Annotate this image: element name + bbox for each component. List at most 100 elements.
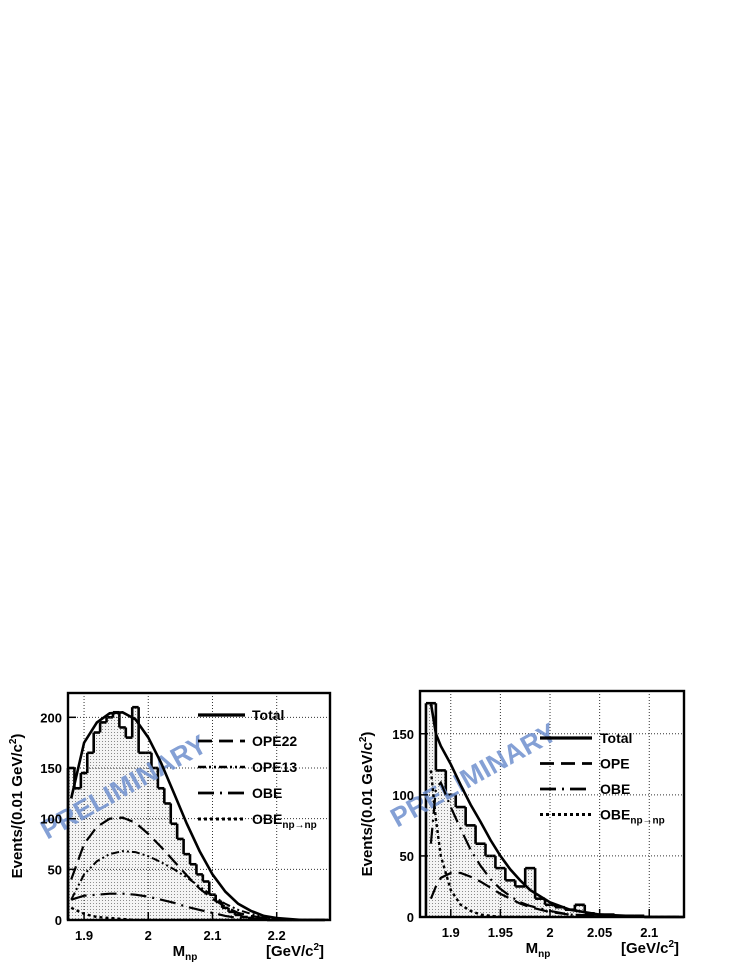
chart: PRELIMINARYTotalOPE22OPE13OBEOBEnp→np1.9…	[35, 691, 332, 943]
histogram-bar	[125, 737, 133, 920]
legend-label: OPE22	[252, 733, 297, 749]
curve	[429, 770, 679, 917]
histogram-bar	[241, 916, 248, 920]
label-part: [GeV/c	[266, 943, 314, 960]
x-tick-label: 1.9	[75, 928, 93, 943]
axis-label: Mnp	[173, 943, 198, 963]
label-part: ]	[674, 940, 679, 957]
histogram-bar	[425, 703, 436, 917]
legend-label: OBEnp→np	[252, 811, 317, 831]
y-tick-label: 200	[40, 710, 62, 725]
histogram-bar	[145, 752, 152, 920]
label-part: 2	[668, 939, 674, 950]
y-tick-label: 100	[392, 788, 414, 803]
histogram-bar	[525, 868, 536, 917]
label-part: M	[173, 943, 186, 960]
histogram-bar	[209, 894, 216, 920]
legend-name: OPE22	[252, 733, 297, 749]
histogram-bar	[190, 864, 197, 920]
x-tick-label: 2.2	[268, 928, 286, 943]
curve	[70, 892, 329, 920]
histogram-bar	[132, 707, 139, 920]
histogram-bar	[475, 843, 486, 917]
histogram-bar	[177, 838, 184, 920]
histogram-bar	[68, 767, 75, 920]
curve	[429, 702, 679, 917]
histogram-bar	[112, 712, 120, 920]
histogram-bar	[151, 767, 158, 920]
histogram-bar	[222, 907, 229, 920]
legend-name: OPE	[600, 756, 630, 772]
legend-label: OPE	[600, 756, 630, 772]
legend-name: OBE	[252, 811, 282, 827]
histogram-bar	[164, 803, 171, 920]
histogram-bar	[202, 881, 210, 920]
histogram-bar	[435, 770, 446, 917]
histogram-bar	[93, 732, 101, 920]
y-tick-label: 150	[40, 761, 62, 776]
legend-label: OPE13	[252, 759, 297, 775]
histogram-bar	[157, 788, 165, 920]
legend-label: OBEnp→np	[600, 807, 665, 827]
legend-subscript: np→np	[630, 816, 664, 827]
axis-label: [GeV/c2]	[266, 942, 324, 960]
legend-name: OPE13	[252, 759, 297, 775]
histogram-bar	[183, 854, 191, 920]
label-part: [GeV/c	[621, 940, 669, 957]
histogram-bar	[465, 825, 476, 917]
label-part: )	[9, 734, 26, 739]
histogram-bar	[74, 788, 81, 920]
histogram-bar	[170, 823, 178, 920]
plot-frame	[66, 691, 332, 922]
histogram-bar	[100, 722, 107, 920]
x-tick-label: 2.05	[587, 925, 612, 940]
label-part: ]	[319, 943, 324, 960]
legend-label: Total	[600, 730, 632, 746]
label-part: np	[185, 952, 197, 963]
axis-label: Events/(0.01 GeV/c2)	[8, 734, 26, 879]
histogram-bar	[564, 909, 575, 917]
histogram-bar	[234, 914, 242, 920]
y-tick-label: 100	[40, 812, 62, 827]
label-part: 2	[8, 738, 19, 744]
x-tick-label: 2.1	[640, 925, 658, 940]
label-part: 2	[358, 736, 369, 742]
label-part: np	[538, 949, 550, 960]
histogram-bar	[535, 898, 546, 917]
y-tick-label: 150	[392, 727, 414, 742]
curve	[70, 906, 329, 920]
y-tick-label: 0	[407, 910, 414, 925]
x-tick-label: 2.1	[203, 928, 221, 943]
histogram-bar	[215, 901, 223, 920]
y-tick-label: 50	[400, 849, 414, 864]
label-part: Events/(0.01 GeV/c	[359, 742, 376, 876]
y-tick-label: 0	[55, 913, 62, 928]
legend-name: OBE	[252, 785, 282, 801]
x-tick-label: 1.9	[442, 925, 460, 940]
axis-label: [GeV/c2]	[621, 939, 679, 957]
histogram-bar	[505, 880, 516, 917]
axis-label: Mnp	[526, 940, 551, 960]
label-part: Events/(0.01 GeV/c	[9, 744, 26, 878]
legend-subscript: np→np	[282, 820, 316, 831]
plot-frame	[418, 689, 686, 919]
histogram-bar	[138, 752, 146, 920]
legend-name: OBE	[600, 807, 630, 823]
label-part: 2	[313, 942, 319, 953]
x-tick-label: 2	[145, 928, 152, 943]
legend-label: Total	[252, 707, 284, 723]
legend-label: OBE	[252, 785, 282, 801]
legend-name: OBE	[600, 781, 630, 797]
legend-name: Total	[252, 707, 284, 723]
label-part: )	[359, 732, 376, 737]
histogram-bar	[515, 886, 526, 917]
histogram-bar	[119, 727, 126, 920]
label-part: M	[526, 940, 539, 957]
x-tick-label: 2	[546, 925, 553, 940]
axis-label: Events/(0.01 GeV/c2)	[358, 732, 376, 877]
histogram-bar	[196, 874, 203, 920]
legend-label: OBE	[600, 781, 630, 797]
